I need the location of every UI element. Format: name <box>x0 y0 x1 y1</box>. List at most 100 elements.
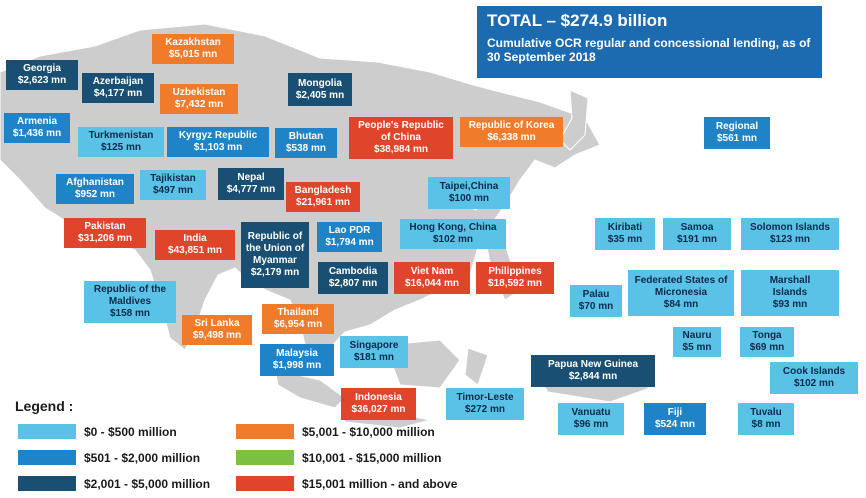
country-bhutan[interactable]: Bhutan $538 mn <box>275 128 337 158</box>
country-pakistan[interactable]: Pakistan $31,206 mn <box>64 218 146 248</box>
country-name: Republic of the Maldives <box>93 284 167 307</box>
country-prc[interactable]: People's Republic of China $38,984 mn <box>349 117 453 159</box>
country-name: Regional <box>715 121 759 132</box>
country-name: Marshall Islands <box>769 275 811 298</box>
country-name: Mongolia <box>298 77 342 89</box>
country-bangladesh[interactable]: Bangladesh $21,961 mn <box>286 182 360 212</box>
country-name: Cambodia <box>328 266 378 277</box>
country-name: Armenia <box>16 116 57 127</box>
country-name: Kazakhstan <box>165 37 221 48</box>
legend-label: $501 - $2,000 million <box>84 450 201 465</box>
country-thailand[interactable]: Thailand $6,954 mn <box>262 304 334 334</box>
country-indonesia[interactable]: Indonesia $36,027 mn <box>341 388 416 420</box>
total-title: TOTAL – $274.9 billion <box>487 11 668 30</box>
legend-swatch <box>18 424 76 439</box>
country-value: $43,851 mn <box>168 245 222 256</box>
country-value: $2,807 mn <box>328 278 378 289</box>
country-value: $123 mn <box>769 234 811 245</box>
total-box: TOTAL – $274.9 billion Cumulative OCR re… <box>477 6 822 78</box>
country-name: Kyrgyz Republic <box>178 130 258 141</box>
country-palau[interactable]: Palau $70 mn <box>570 285 622 317</box>
country-kazakhstan[interactable]: Kazakhstan $5,015 mn <box>152 34 234 64</box>
country-name: Timor-Leste <box>456 392 514 403</box>
country-value: $5 mn <box>682 342 712 353</box>
country-tajikistan[interactable]: Tajikistan $497 mn <box>140 170 206 200</box>
country-value: $7,432 mn <box>174 99 224 110</box>
country-cook-islands[interactable]: Cook Islands $102 mn <box>770 362 858 394</box>
country-sri-lanka[interactable]: Sri Lanka $9,498 mn <box>182 315 252 345</box>
country-tuvalu[interactable]: Tuvalu $8 mn <box>738 403 794 435</box>
legend-swatch <box>18 476 76 491</box>
country-nauru[interactable]: Nauru $5 mn <box>673 327 721 357</box>
country-name: Lao PDR <box>328 225 371 236</box>
country-nepal[interactable]: Nepal $4,777 mn <box>218 168 284 200</box>
country-value: $1,998 mn <box>272 360 322 371</box>
country-singapore[interactable]: Singapore $181 mn <box>340 336 408 368</box>
country-taipei-china[interactable]: Taipei,China $100 mn <box>428 177 510 209</box>
country-georgia[interactable]: Georgia $2,623 mn <box>6 60 78 90</box>
country-name: Pakistan <box>84 221 126 232</box>
country-mongolia[interactable]: Mongolia $2,405 mn <box>288 73 352 106</box>
landmass-japan <box>559 89 589 151</box>
country-name: Georgia <box>23 63 61 74</box>
legend-title: Legend : <box>15 398 74 414</box>
country-name: Uzbekistan <box>172 87 226 98</box>
country-micronesia[interactable]: Federated States of Micronesia $84 mn <box>628 270 734 316</box>
country-uzbekistan[interactable]: Uzbekistan $7,432 mn <box>160 84 238 114</box>
country-value: $9,498 mn <box>192 330 242 341</box>
country-name: Turkmenistan <box>88 130 154 141</box>
country-value: $191 mn <box>676 234 718 245</box>
country-afghanistan[interactable]: Afghanistan $952 mn <box>56 174 134 204</box>
legend-item: $5,001 - $10,000 million <box>236 424 435 439</box>
country-fiji[interactable]: Fiji $524 mn <box>644 403 706 435</box>
country-kyrgyz-republic[interactable]: Kyrgyz Republic $1,103 mn <box>167 127 269 157</box>
country-name: Azerbaijan <box>92 76 144 87</box>
country-malaysia[interactable]: Malaysia $1,998 mn <box>260 344 334 376</box>
country-papua-new-guinea[interactable]: Papua New Guinea $2,844 mn <box>531 355 655 387</box>
country-value: $538 mn <box>285 143 327 154</box>
country-cambodia[interactable]: Cambodia $2,807 mn <box>318 262 388 294</box>
legend-label: $0 - $500 million <box>84 424 177 439</box>
country-vanuatu[interactable]: Vanuatu $96 mn <box>558 403 624 435</box>
country-viet-nam[interactable]: Viet Nam $16,044 mn <box>394 262 470 294</box>
country-name: Fiji <box>667 407 683 418</box>
country-republic-of-korea[interactable]: Republic of Korea $6,338 mn <box>460 117 563 147</box>
country-name: Hong Kong, China <box>409 222 497 233</box>
country-value: $16,044 mn <box>405 278 459 289</box>
country-marshall-islands[interactable]: Marshall Islands $93 mn <box>741 270 839 316</box>
country-value: $70 mn <box>578 301 614 312</box>
legend-swatch <box>236 424 294 439</box>
country-name: Nauru <box>682 330 712 341</box>
country-tonga[interactable]: Tonga $69 mn <box>740 327 794 357</box>
country-value: $2,844 mn <box>568 371 618 382</box>
country-lao-pdr[interactable]: Lao PDR $1,794 mn <box>317 222 382 252</box>
country-azerbaijan[interactable]: Azerbaijan $4,177 mn <box>82 73 154 103</box>
country-value: $561 mn <box>716 133 758 144</box>
country-turkmenistan[interactable]: Turkmenistan $125 mn <box>78 127 164 157</box>
country-value: $31,206 mn <box>78 233 132 244</box>
country-name: Indonesia <box>355 392 402 403</box>
country-name: Bhutan <box>288 131 324 142</box>
country-name: Malaysia <box>276 348 318 359</box>
country-india[interactable]: India $43,851 mn <box>155 230 235 260</box>
country-value: $272 mn <box>464 404 506 415</box>
country-myanmar[interactable]: Republic of the Union of Myanmar $2,179 … <box>241 222 309 288</box>
country-kiribati[interactable]: Kiribati $35 mn <box>595 218 655 250</box>
country-solomon-islands[interactable]: Solomon Islands $123 mn <box>741 218 839 250</box>
legend-item: $15,001 million - and above <box>236 476 457 491</box>
country-name: Tonga <box>752 330 782 341</box>
country-name: Republic of the Union of Myanmar <box>245 231 305 266</box>
country-name: Philippines <box>488 266 542 277</box>
legend-label: $15,001 million - and above <box>302 476 458 491</box>
country-name: Tuvalu <box>750 407 782 418</box>
country-timor-leste[interactable]: Timor-Leste $272 mn <box>446 388 524 420</box>
country-samoa[interactable]: Samoa $191 mn <box>663 218 731 250</box>
country-armenia[interactable]: Armenia $1,436 mn <box>4 113 70 143</box>
country-value: $21,961 mn <box>296 197 350 208</box>
country-value: $2,623 mn <box>17 75 67 86</box>
country-name: People's Republic of China <box>358 120 444 143</box>
country-regional[interactable]: Regional $561 mn <box>704 117 770 149</box>
country-hong-kong-china[interactable]: Hong Kong, China $102 mn <box>400 219 506 249</box>
country-republic-of-the-maldives[interactable]: Republic of the Maldives $158 mn <box>84 281 176 323</box>
country-philippines[interactable]: Philippines $18,592 mn <box>476 262 554 294</box>
